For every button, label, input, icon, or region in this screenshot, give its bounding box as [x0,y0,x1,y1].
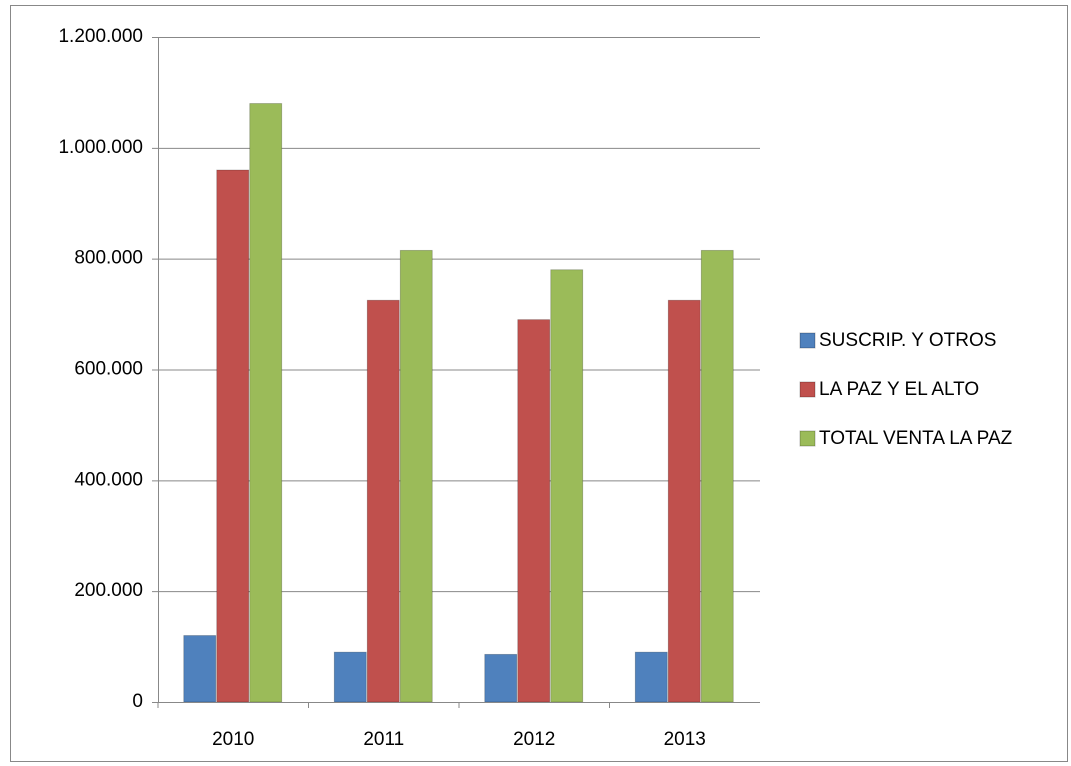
y-tick-label: 800.000 [74,248,143,269]
x-tick-label: 2013 [664,729,706,750]
bar [667,299,701,703]
y-tick-label: 600.000 [74,359,143,380]
y-tick-label: 0 [132,691,143,712]
y-tick-label: 1.000.000 [58,137,143,158]
bar [399,249,433,703]
x-tick-label: 2012 [513,729,555,750]
legend-swatch [799,430,816,447]
y-tick-label: 1.200.000 [58,26,143,47]
legend-label: SUSCRIP. Y OTROS [819,330,996,351]
y-tick-label: 200.000 [74,580,143,601]
bar [484,653,518,703]
bar [517,319,551,703]
bar [183,635,217,703]
bar [216,169,250,703]
bar [700,249,734,703]
legend-label: TOTAL VENTA LA PAZ [819,428,1013,449]
x-tick-label: 2011 [363,729,404,750]
bar [249,103,283,703]
legend-swatch [799,332,816,349]
bar [333,651,367,703]
bar [550,269,584,703]
bar [634,651,668,703]
legend-swatch [799,381,816,398]
legend-label: LA PAZ Y EL ALTO [819,379,979,400]
x-tick-label: 2010 [212,729,254,750]
bar [366,299,400,703]
y-tick-label: 400.000 [74,469,143,490]
